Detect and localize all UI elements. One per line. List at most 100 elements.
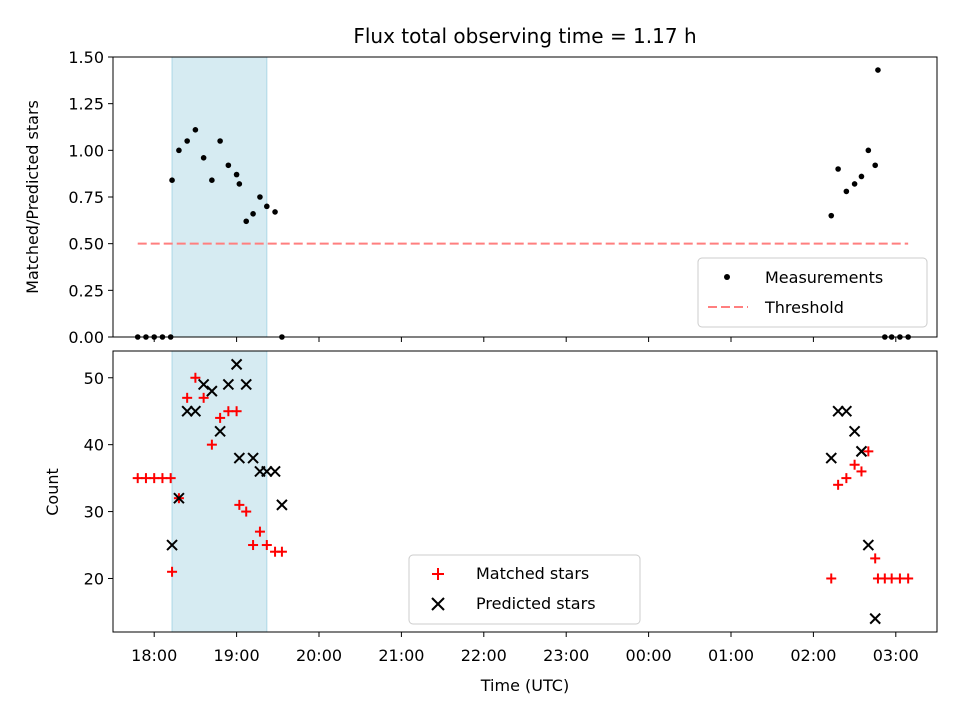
predicted-star-point: [166, 539, 178, 551]
matched-star-point: [234, 499, 245, 510]
top-y-tick-label: 0.25: [68, 281, 104, 300]
matched-star-point: [276, 546, 287, 557]
top-panel: 0.00 0.25 0.50 0.75 1.00 1.25 1.50 Matched/Pre…: [23, 48, 938, 347]
matched-star-point: [241, 506, 252, 517]
predicted-star-point: [269, 465, 281, 478]
x-tick-label: 20:00: [296, 646, 342, 665]
measurement-point: [192, 127, 199, 133]
legend-measurements-label: Measurements: [765, 268, 883, 287]
legend-matched-marker: [432, 568, 444, 580]
predicted-stars-points: [166, 358, 881, 625]
legend-matched-label: Matched stars: [476, 564, 589, 583]
x-tick-label: 22:00: [461, 646, 507, 665]
bottom-legend: Matched stars Predicted stars: [408, 554, 641, 625]
legend-predicted-marker: [431, 597, 445, 611]
matched-star-point: [215, 412, 226, 423]
matched-star-point: [261, 540, 272, 551]
matched-star-point: [231, 406, 242, 417]
predicted-star-point: [869, 612, 881, 625]
matched-star-point: [206, 439, 217, 450]
x-tick-label: 23:00: [543, 646, 589, 665]
x-axis-label: Time (UTC): [480, 676, 569, 695]
top-legend: Measurements Threshold: [697, 257, 928, 328]
bottom-panel: 20 30 40 50 18:00 19:00 20:00 21:00 22:00 23:00 0…: [43, 350, 938, 695]
matched-star-point: [167, 566, 178, 577]
matched-star-point: [841, 473, 852, 484]
matched-star-point: [248, 540, 259, 551]
measurement-point: [184, 138, 190, 144]
measurement-point: [257, 194, 263, 200]
top-y-ticks: 0.00 0.25 0.50 0.75 1.00 1.25 1.50: [68, 48, 113, 347]
bottom-y-tick-label: 40: [84, 436, 104, 455]
matched-star-point: [182, 392, 193, 403]
predicted-star-point: [862, 539, 875, 551]
predicted-star-point: [840, 405, 853, 417]
bottom-y-axis-label: Count: [43, 468, 62, 516]
measurement-point: [176, 147, 182, 154]
legend-predicted-label: Predicted stars: [476, 594, 596, 613]
top-x-ticks: [153, 337, 897, 342]
measurement-point: [236, 181, 243, 187]
top-legend-box: [697, 257, 928, 328]
predicted-star-point: [233, 452, 246, 464]
measurement-point: [851, 181, 858, 187]
bottom-axes-frame: [112, 350, 938, 633]
predicted-star-point: [181, 405, 193, 417]
measurement-point: [243, 218, 250, 225]
x-tick-label: 18:00: [131, 646, 177, 665]
predicted-star-point: [261, 465, 273, 478]
predicted-star-point: [832, 405, 844, 417]
bottom-y-ticks: 20 30 40 50: [84, 369, 113, 588]
x-tick-label: 03:00: [873, 646, 919, 665]
predicted-star-point: [214, 425, 226, 437]
legend-threshold-label: Threshold: [764, 298, 844, 317]
measurement-point: [225, 162, 232, 169]
top-y-axis-label: Matched/Predicted stars: [23, 100, 42, 294]
matched-star-point: [903, 573, 914, 584]
measurement-point: [272, 209, 278, 215]
measurement-point: [209, 177, 215, 183]
predicted-star-point: [222, 378, 235, 391]
bottom-y-tick-label: 50: [84, 369, 104, 388]
predicted-star-point: [173, 492, 185, 504]
matched-star-point: [165, 473, 176, 484]
bottom-x-ticks: 18:00 19:00 20:00 21:00 22:00 23:00 00:00 01:00…: [131, 632, 919, 665]
matched-star-point: [863, 446, 874, 457]
measurement-point: [169, 177, 175, 183]
predicted-star-point: [240, 378, 252, 391]
measurement-point: [264, 203, 270, 210]
bottom-y-tick-label: 20: [84, 569, 104, 588]
legend-measurements-marker: [724, 274, 730, 280]
measurement-point: [828, 212, 835, 219]
measurement-point: [200, 155, 207, 161]
measurement-point: [858, 173, 865, 180]
measurement-point: [875, 67, 881, 73]
measurement-point: [843, 188, 850, 195]
bottom-y-tick-label: 30: [84, 503, 104, 522]
predicted-star-point: [197, 378, 210, 391]
matched-stars-points: [132, 372, 914, 584]
matched-star-point: [190, 372, 201, 383]
matched-star-point: [254, 526, 265, 537]
top-y-tick-label: 1.50: [68, 48, 104, 67]
matched-star-point: [856, 466, 867, 477]
predicted-star-point: [855, 445, 868, 458]
predicted-star-point: [276, 499, 288, 511]
predicted-star-point: [189, 405, 202, 417]
predicted-star-point: [848, 425, 861, 437]
predicted-star-point: [247, 452, 259, 464]
top-y-tick-label: 1.00: [68, 141, 104, 160]
measurement-point: [872, 162, 878, 169]
predicted-star-point: [230, 358, 243, 371]
chart-title: Flux total observing time = 1.17 h: [353, 24, 696, 48]
top-y-tick-label: 0.00: [68, 328, 104, 347]
x-tick-label: 21:00: [378, 646, 424, 665]
x-tick-label: 00:00: [626, 646, 672, 665]
top-y-tick-label: 0.75: [68, 188, 104, 207]
x-tick-label: 01:00: [708, 646, 754, 665]
top-highlight-span: [171, 56, 268, 338]
top-y-tick-label: 1.25: [68, 95, 104, 114]
x-tick-label: 02:00: [790, 646, 836, 665]
matched-star-point: [870, 553, 881, 564]
